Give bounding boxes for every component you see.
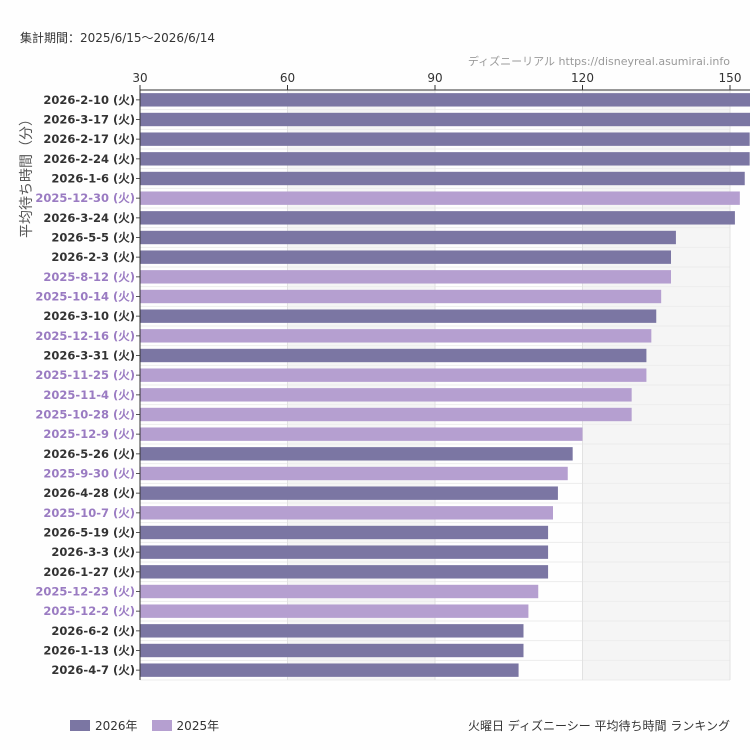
bar (140, 486, 558, 500)
legend-item-2026[interactable]: 2026年 (70, 717, 138, 734)
bar (140, 407, 632, 422)
category-label: 2026-2-17 (火) (43, 132, 135, 146)
category-label: 2026-5-19 (火) (43, 526, 135, 540)
bar (140, 329, 652, 343)
bar (140, 112, 750, 127)
x-tick-label: 150 (719, 71, 742, 85)
category-label: 2025-12-16 (火) (35, 329, 135, 343)
bar (140, 624, 524, 638)
category-label: 2026-4-28 (火) (43, 486, 135, 500)
category-label: 2026-2-3 (火) (51, 250, 135, 264)
bar (140, 663, 519, 677)
x-tick-label: 60 (280, 71, 295, 85)
bars-group (140, 93, 750, 677)
category-label: 2025-12-30 (火) (35, 191, 135, 205)
bar (140, 643, 524, 658)
bar (140, 388, 632, 402)
category-label: 2025-12-9 (火) (43, 427, 135, 441)
bar (140, 368, 647, 382)
category-label: 2025-11-25 (火) (35, 368, 135, 382)
category-label: 2025-10-14 (火) (35, 290, 135, 304)
legend-item-2025[interactable]: 2025年 (151, 717, 220, 734)
bar (140, 348, 647, 363)
category-label: 2026-5-5 (火) (51, 231, 135, 245)
legend: 2026年 2025年 (70, 717, 219, 734)
bar (140, 171, 745, 186)
bar (140, 191, 740, 205)
bar (140, 309, 657, 323)
legend-label-2026: 2026年 (95, 719, 138, 733)
period-label: 集計期間：2025/6/15〜2026/6/14 (20, 31, 216, 45)
source-label: ディズニーリアル https://disneyreal.asumirai.inf… (467, 55, 730, 68)
bar (140, 506, 553, 520)
bar (140, 250, 671, 264)
bar (140, 565, 549, 579)
x-tick-label: 120 (571, 71, 594, 85)
category-label: 2026-3-17 (火) (43, 113, 135, 127)
category-label: 2026-2-24 (火) (43, 152, 135, 166)
legend-swatch-2026 (70, 720, 90, 731)
bar (140, 604, 529, 618)
category-label: 2025-10-7 (火) (43, 506, 135, 520)
bar (140, 584, 539, 599)
x-tick-label: 30 (132, 71, 147, 85)
category-label: 2026-3-31 (火) (43, 349, 135, 363)
bar (140, 230, 676, 245)
category-label: 2026-4-7 (火) (51, 663, 135, 677)
legend-label-2025: 2025年 (176, 719, 220, 733)
category-label: 2026-6-2 (火) (51, 624, 135, 638)
bar (140, 211, 735, 225)
category-label: 2026-3-3 (火) (51, 545, 135, 559)
category-label: 2025-8-12 (火) (43, 270, 135, 284)
category-label: 2025-12-2 (火) (43, 604, 135, 618)
category-label: 2025-11-4 (火) (43, 388, 135, 402)
bar (140, 466, 568, 481)
category-label: 2026-1-6 (火) (51, 172, 135, 186)
category-label: 2026-3-24 (火) (43, 211, 135, 225)
y-axis-title: 平均待ち時間（分） (19, 112, 35, 238)
bar (140, 93, 750, 107)
legend-swatch-2025 (151, 720, 172, 731)
bar (140, 132, 750, 146)
category-label: 2026-5-26 (火) (43, 447, 135, 461)
category-label: 2026-1-27 (火) (43, 565, 135, 579)
category-label: 2025-9-30 (火) (43, 467, 135, 481)
bar (140, 427, 583, 441)
x-tick-label: 90 (427, 71, 442, 85)
bar (140, 525, 549, 540)
bar (140, 270, 671, 284)
chart-footer-title: 火曜日 ディズニーシー 平均待ち時間 ランキング (467, 719, 730, 733)
bar (140, 447, 573, 461)
category-label: 2026-3-10 (火) (43, 309, 135, 323)
category-label: 2025-12-23 (火) (35, 585, 135, 599)
bar (140, 545, 549, 559)
category-label: 2026-1-13 (火) (43, 644, 135, 658)
category-label: 2026-2-10 (火) (43, 93, 135, 107)
bar (140, 289, 662, 304)
bar (140, 152, 750, 166)
category-label: 2025-10-28 (火) (35, 408, 135, 422)
